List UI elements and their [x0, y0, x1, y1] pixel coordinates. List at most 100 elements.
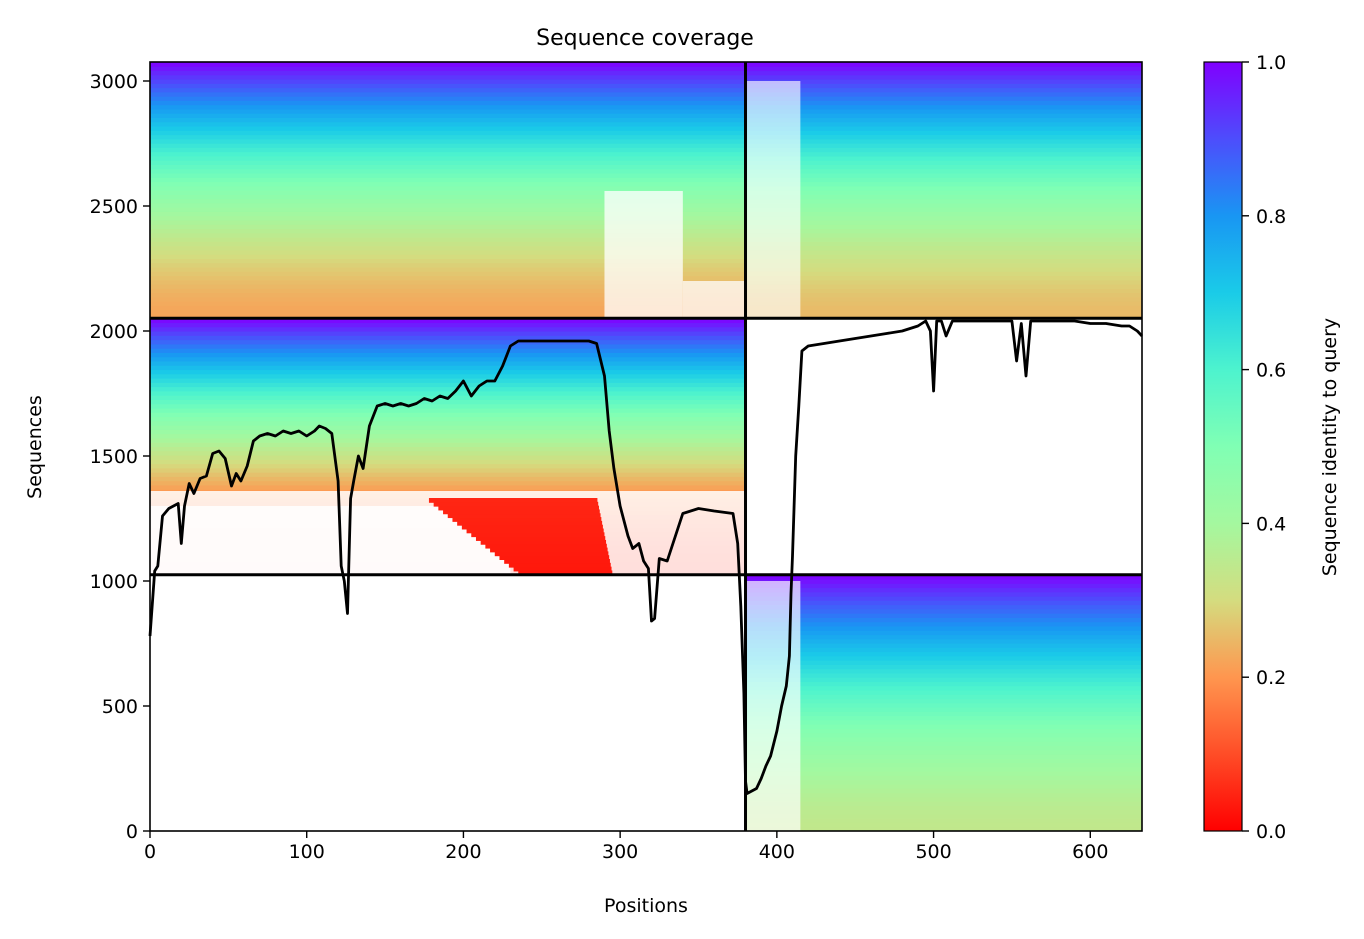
msa-band [745, 236, 1142, 242]
msa-band [150, 360, 746, 366]
msa-band [745, 292, 1142, 298]
msa-band [150, 407, 746, 413]
coverage-gap [745, 81, 801, 319]
msa-band [745, 591, 1142, 597]
msa-band [745, 749, 1142, 755]
msa-band [745, 91, 1142, 97]
msa-band [745, 121, 1142, 127]
x-tick-label: 300 [602, 841, 638, 863]
msa-band [745, 219, 1142, 225]
msa-band [745, 87, 1142, 93]
colorbar-tick-label: 0.2 [1256, 667, 1286, 689]
msa-band [150, 484, 746, 490]
y-tick-label: 500 [102, 696, 138, 718]
msa-band [745, 283, 1142, 289]
msa-band [745, 146, 1142, 153]
msa-block [150, 61, 746, 319]
msa-band [745, 796, 1142, 802]
msa-band [150, 458, 746, 465]
msa-band [745, 672, 1142, 678]
msa-band [150, 262, 746, 268]
y-axis: 0 500 1000 1500 2000 2500 3000 [90, 71, 150, 843]
msa-band [150, 164, 746, 170]
msa-band [150, 121, 746, 127]
msa-band [745, 804, 1142, 811]
msa-band [745, 61, 1142, 67]
msa-band [745, 65, 1142, 72]
msa-band [150, 471, 746, 477]
msa-band [745, 655, 1142, 661]
msa-band [466, 528, 604, 534]
colorbar-tick-label: 0.8 [1256, 206, 1286, 228]
msa-band [150, 232, 746, 238]
msa-band [150, 108, 746, 114]
msa-band [745, 240, 1142, 247]
coverage-gap [682, 281, 746, 319]
msa-band [745, 155, 1142, 161]
msa-band [150, 142, 746, 148]
msa-band [499, 555, 610, 560]
msa-band [475, 536, 606, 541]
y-tick-label: 2500 [90, 196, 138, 218]
coverage-gap [745, 581, 801, 831]
msa-band [150, 228, 746, 234]
msa-band [485, 543, 607, 549]
msa-band [745, 70, 1142, 76]
msa-band [745, 129, 1142, 136]
msa-band [150, 70, 746, 76]
msa-band [745, 117, 1142, 123]
x-axis-label: Positions [604, 895, 688, 917]
msa-band [452, 517, 602, 522]
msa-band [150, 95, 746, 101]
msa-band [150, 437, 746, 443]
msa-band [150, 249, 746, 255]
msa-band [745, 249, 1142, 255]
msa-band [745, 651, 1142, 657]
msa-band [150, 112, 746, 119]
msa-band [745, 574, 1142, 580]
msa-band [745, 745, 1142, 751]
msa-band [745, 698, 1142, 704]
msa-band [150, 257, 746, 264]
msa-band [447, 513, 601, 519]
msa-band [745, 189, 1142, 195]
msa-band [150, 390, 746, 396]
msa-band [494, 551, 609, 557]
msa-band [745, 625, 1142, 631]
colorbar: 0.0 0.2 0.4 0.6 0.8 1.0 Sequence identity to … [1203, 52, 1341, 843]
msa-band [150, 215, 746, 221]
msa-band [150, 446, 746, 452]
msa-band [745, 685, 1142, 691]
msa-band [745, 245, 1142, 251]
msa-band [745, 723, 1142, 729]
x-tick-label: 100 [289, 841, 325, 863]
msa-band [745, 78, 1142, 84]
msa-band [745, 608, 1142, 614]
msa-band [150, 99, 746, 106]
msa-band [150, 287, 746, 294]
y-tick-label: 0 [126, 821, 138, 843]
msa-band [745, 228, 1142, 234]
msa-band [745, 599, 1142, 606]
msa-band [150, 454, 746, 460]
msa-band [150, 296, 746, 302]
msa-band [150, 236, 746, 242]
x-axis: 0 100 200 300 400 500 600 [144, 831, 1108, 863]
msa-band [150, 339, 746, 345]
msa-band [150, 202, 746, 208]
msa-band [745, 740, 1142, 747]
msa-band [513, 566, 612, 572]
msa-band [745, 753, 1142, 759]
msa-band [150, 309, 746, 315]
msa-band [745, 164, 1142, 170]
msa-band [745, 762, 1142, 768]
msa-band [745, 138, 1142, 144]
msa-band [745, 176, 1142, 183]
msa-band [745, 266, 1142, 272]
msa-band [490, 547, 608, 553]
msa-band [745, 95, 1142, 101]
msa-band [150, 381, 746, 388]
msa-band [504, 559, 610, 564]
msa-band [150, 317, 746, 324]
msa-band [745, 800, 1142, 806]
